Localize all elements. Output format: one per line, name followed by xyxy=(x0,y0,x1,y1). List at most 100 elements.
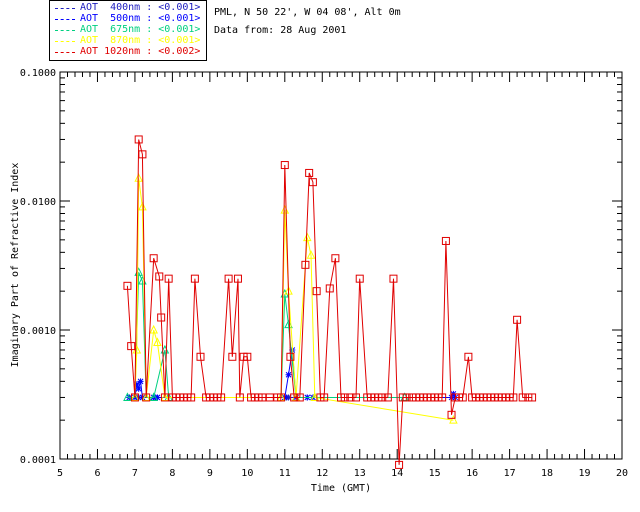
data-point xyxy=(196,352,205,361)
x-tick-label: 8 xyxy=(169,468,175,479)
plot-frame xyxy=(59,71,623,460)
data-point xyxy=(123,392,132,401)
legend-swatch-1020nm xyxy=(55,52,75,53)
data-point xyxy=(149,324,158,334)
data-point xyxy=(154,394,161,401)
data-point xyxy=(389,274,398,283)
data-point xyxy=(331,254,340,263)
data-date: Data from: 28 Aug 2001 xyxy=(214,25,347,36)
data-point xyxy=(449,415,458,424)
y-tick-label: 0.1000 xyxy=(20,68,56,79)
data-point xyxy=(157,313,166,322)
data-point xyxy=(243,352,252,361)
data-point xyxy=(149,254,158,263)
data-point xyxy=(235,393,244,402)
legend-swatch-675nm xyxy=(55,30,75,31)
x-tick-label: 5 xyxy=(57,468,63,479)
data-point xyxy=(127,342,136,351)
y-axis-label: Imaginary Part of Refractive Index xyxy=(10,163,21,368)
x-tick-label: 19 xyxy=(579,468,591,479)
series-aot-1020nm xyxy=(123,135,537,469)
legend-label-500nm: AOT 500nm : <0.001> xyxy=(80,13,201,24)
data-point xyxy=(187,393,196,402)
legend-swatch-870nm xyxy=(55,41,75,42)
data-point xyxy=(441,236,450,245)
data-point xyxy=(134,135,143,144)
data-point xyxy=(383,393,392,402)
data-point xyxy=(438,393,447,402)
y-tick-label: 0.0001 xyxy=(20,455,56,466)
x-tick-label: 12 xyxy=(316,468,328,479)
x-tick-labels: 5 6 7 8 9 10 11 12 13 14 15 16 17 18 19 20 xyxy=(57,468,628,479)
x-tick-label: 17 xyxy=(504,468,516,479)
data-point xyxy=(464,352,473,361)
data-point xyxy=(137,378,144,385)
data-point xyxy=(228,352,237,361)
legend-item-500nm: AOT 500nm : <0.001> xyxy=(50,13,206,26)
y-tick-label: 0.0100 xyxy=(20,197,56,208)
data-point xyxy=(518,393,527,402)
y-tick-labels: 0.0001 0.0010 0.0100 0.1000 xyxy=(20,68,56,466)
data-point xyxy=(308,178,317,187)
data-point xyxy=(134,173,143,182)
data-point xyxy=(153,337,162,347)
data-point xyxy=(305,168,314,177)
x-tick-label: 6 xyxy=(94,468,100,479)
x-tick-label: 13 xyxy=(354,468,366,479)
x-tick-label: 14 xyxy=(391,468,403,479)
data-point xyxy=(378,393,387,402)
x-axis-label: Time (GMT) xyxy=(311,483,371,494)
data-point xyxy=(138,201,147,211)
data-point xyxy=(155,272,164,281)
data-point xyxy=(142,393,151,402)
data-point xyxy=(340,393,349,402)
data-point xyxy=(402,393,411,402)
data-point xyxy=(290,393,299,402)
axis-ticks xyxy=(59,71,623,460)
series-aot-870nm xyxy=(130,173,458,424)
data-point xyxy=(224,274,233,283)
site-info: PML, N 50 22', W 04 08', Alt 0m xyxy=(214,7,401,18)
legend-item-400nm: AOT 400nm : <0.001> xyxy=(50,2,206,15)
data-point xyxy=(312,287,321,296)
legend-swatch-400nm xyxy=(55,8,75,9)
x-tick-label: 15 xyxy=(429,468,441,479)
data-point xyxy=(346,393,355,402)
data-point xyxy=(133,381,140,388)
data-point xyxy=(355,274,364,283)
x-tick-label: 16 xyxy=(466,468,478,479)
data-point xyxy=(286,352,295,361)
data-point xyxy=(149,392,158,401)
x-tick-label: 9 xyxy=(207,468,213,479)
data-point xyxy=(513,315,522,324)
data-point xyxy=(285,371,292,378)
data-point xyxy=(190,274,199,283)
data-point xyxy=(320,393,329,402)
series-line xyxy=(126,139,533,465)
data-point xyxy=(509,393,518,402)
data-point xyxy=(302,232,312,242)
data-point xyxy=(277,393,286,402)
data-point xyxy=(528,393,537,402)
data-point xyxy=(458,393,467,402)
legend-label-400nm: AOT 400nm : <0.001> xyxy=(80,2,201,13)
legend-item-1020nm: AOT 1020nm : <0.002> xyxy=(50,46,206,59)
data-point xyxy=(233,274,242,283)
data-point xyxy=(325,284,334,293)
data-point xyxy=(130,393,139,402)
data-point xyxy=(395,460,404,469)
legend-item-870nm: AOT 870nm : <0.001> xyxy=(50,35,206,48)
data-point xyxy=(217,393,226,402)
legend-label-675nm: AOT 675nm : <0.001> xyxy=(80,24,201,35)
legend-label-1020nm: AOT 1020nm : <0.002> xyxy=(80,46,201,57)
x-tick-label: 20 xyxy=(616,468,628,479)
data-point xyxy=(164,274,173,283)
series-layer xyxy=(123,135,537,469)
x-tick-label: 7 xyxy=(132,468,138,479)
data-point xyxy=(284,319,293,329)
legend: AOT 400nm : <0.001> AOT 500nm : <0.001> … xyxy=(49,0,207,61)
data-point xyxy=(280,161,289,170)
series-line xyxy=(134,178,454,421)
data-point xyxy=(301,260,310,269)
